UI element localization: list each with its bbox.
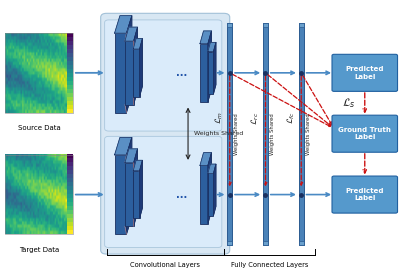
Polygon shape (125, 149, 138, 163)
Text: $\mathcal{L}_{m}$: $\mathcal{L}_{m}$ (214, 111, 225, 124)
Polygon shape (126, 137, 132, 234)
Text: Weights Shared: Weights Shared (306, 113, 310, 155)
Bar (114, 33, 126, 113)
Polygon shape (208, 164, 216, 173)
Bar (125, 163, 134, 226)
Polygon shape (208, 42, 216, 52)
Polygon shape (214, 42, 216, 94)
Polygon shape (134, 149, 138, 226)
Bar (299, 23, 304, 26)
Polygon shape (133, 39, 142, 49)
Text: Convolutional Layers: Convolutional Layers (130, 262, 200, 268)
Text: Weights Shared: Weights Shared (270, 113, 275, 155)
Bar (227, 241, 232, 245)
Text: Weights Shared: Weights Shared (194, 131, 243, 136)
Polygon shape (140, 160, 142, 218)
Text: $\mathcal{L}_s$: $\mathcal{L}_s$ (342, 96, 356, 110)
Bar (208, 52, 214, 94)
Text: Fully Connected Layers: Fully Connected Layers (231, 262, 308, 268)
Polygon shape (133, 160, 142, 171)
Polygon shape (200, 153, 212, 166)
Polygon shape (126, 16, 132, 113)
Polygon shape (134, 27, 138, 104)
Polygon shape (200, 31, 212, 44)
Bar (227, 23, 232, 245)
Bar (263, 23, 268, 245)
Polygon shape (114, 16, 132, 33)
Polygon shape (208, 153, 212, 224)
Text: Ground Truth
Label: Ground Truth Label (338, 127, 391, 140)
Polygon shape (114, 137, 132, 155)
FancyBboxPatch shape (105, 136, 222, 248)
Text: ...: ... (176, 190, 188, 200)
Text: Weights Shared: Weights Shared (234, 113, 239, 155)
Polygon shape (140, 39, 142, 97)
Bar (133, 49, 140, 97)
FancyBboxPatch shape (101, 13, 230, 254)
Bar (263, 241, 268, 245)
FancyBboxPatch shape (105, 20, 222, 131)
Polygon shape (125, 27, 138, 41)
Bar (227, 23, 232, 26)
FancyBboxPatch shape (332, 176, 398, 213)
FancyBboxPatch shape (332, 54, 398, 91)
Bar (299, 23, 304, 245)
Text: ...: ... (176, 68, 188, 78)
Text: $\mathcal{L}_{rc}$: $\mathcal{L}_{rc}$ (250, 111, 261, 124)
Bar (200, 44, 208, 102)
Text: Predicted
Label: Predicted Label (346, 188, 384, 201)
Bar (5, 155, 73, 234)
Bar (5, 33, 73, 113)
Bar (125, 41, 134, 104)
Polygon shape (208, 31, 212, 102)
Text: Source Data: Source Data (18, 126, 60, 131)
Polygon shape (214, 164, 216, 216)
Text: Target Data: Target Data (19, 247, 59, 253)
Bar (114, 155, 126, 234)
Text: Predicted
Label: Predicted Label (346, 66, 384, 80)
Text: $\mathcal{L}_{fc}$: $\mathcal{L}_{fc}$ (285, 111, 297, 124)
Bar (133, 171, 140, 218)
Bar (200, 166, 208, 224)
Bar (263, 23, 268, 26)
Bar (299, 241, 304, 245)
Bar (208, 173, 214, 216)
FancyBboxPatch shape (332, 115, 398, 152)
